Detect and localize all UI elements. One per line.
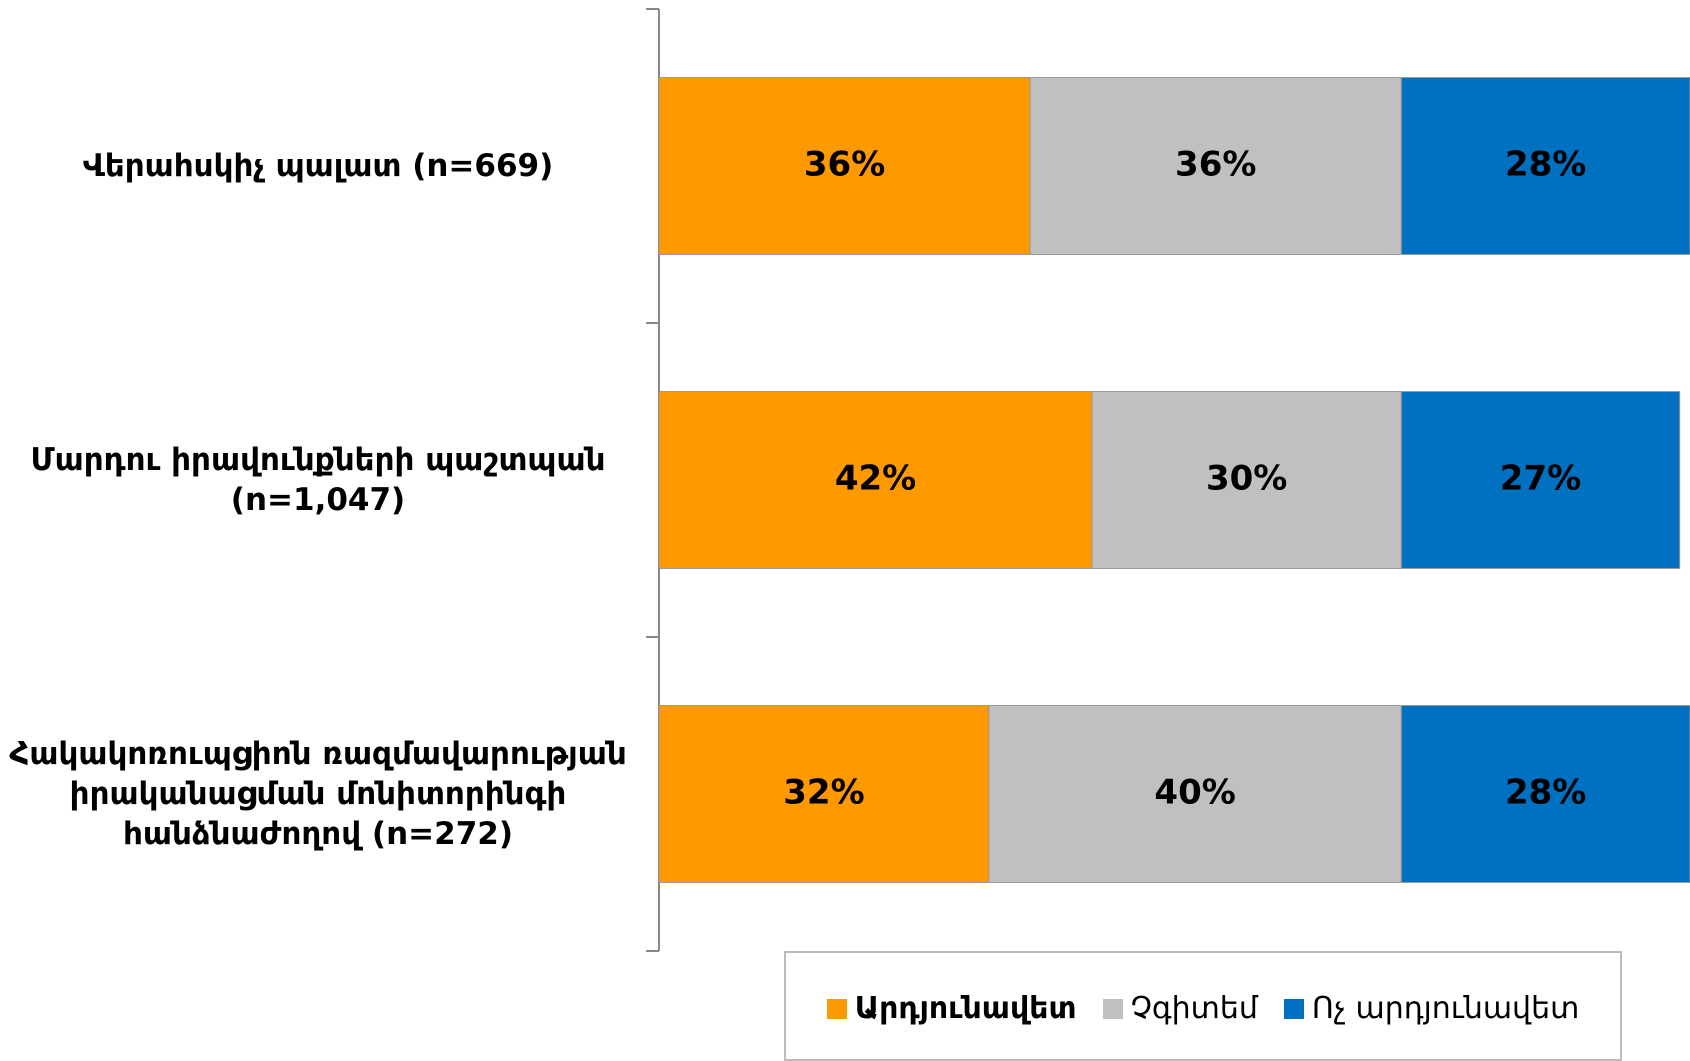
bar-segment [658,391,1093,569]
data-label: 42% [835,459,916,499]
legend-swatch [1283,998,1304,1019]
legend-label: Չգիտեմ [1130,991,1258,1026]
legend-swatch [1102,998,1123,1019]
bar-segment [1029,77,1402,255]
data-label: 30% [1206,459,1287,499]
legend-item: Արդյունավետ [826,991,1077,1026]
data-label: 36% [1175,145,1256,185]
bar-segment [1400,391,1681,569]
data-label: 28% [1505,773,1586,813]
legend: Արդյունավետ Չգիտեմ Ոչ արդյունավետ [784,951,1622,1061]
legend-swatch [826,998,847,1019]
legend-label: Արդյունավետ [854,991,1077,1026]
legend-item: Չգիտեմ [1102,991,1258,1026]
data-label: 28% [1505,145,1586,185]
bar-segment [988,705,1402,883]
data-label: 36% [804,145,885,185]
legend-label: Ոչ արդյունավետ [1311,991,1580,1026]
category-label: Մարդու իրավունքների պաշտպան (n=1,047) [30,442,606,518]
data-label: 40% [1154,773,1235,813]
data-label: 32% [783,773,864,813]
bar-segment [658,77,1031,255]
bar-segment [658,705,990,883]
bar-segment [1400,77,1690,255]
legend-item: Ոչ արդյունավետ [1283,991,1580,1026]
data-label: 27% [1500,459,1581,499]
category-label: Հակակոռուպցիոն ռազմավարության իրականացմա… [9,736,627,852]
bar-segment [1400,705,1690,883]
category-label: Վերահսկիչ պալատ (n=669) [82,148,554,184]
